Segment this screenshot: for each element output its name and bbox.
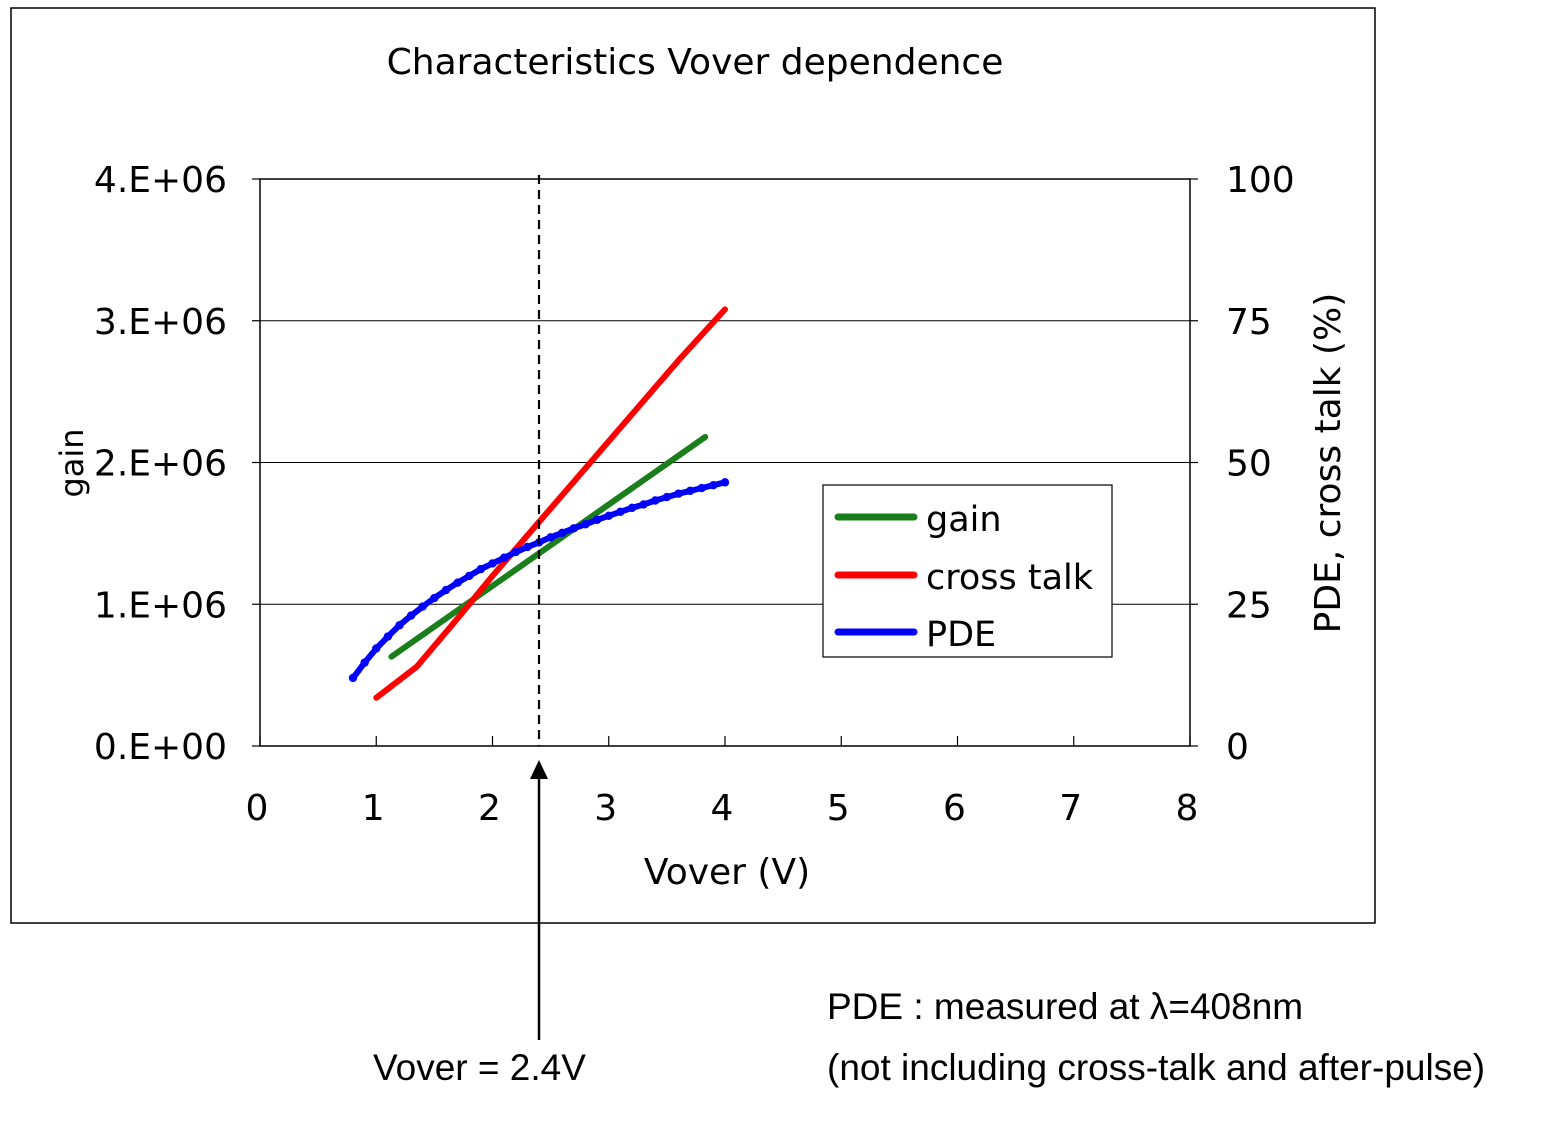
y2-tick-label: 25 — [1226, 585, 1272, 626]
data-point-pde — [651, 496, 660, 505]
data-point-pde — [488, 559, 497, 568]
y-tick-label: 4.E+06 — [94, 160, 227, 201]
data-point-pde — [627, 503, 637, 513]
data-point-pde — [465, 571, 474, 581]
y-axis-ticks: 0.E+00 1.E+06 2.E+06 3.E+06 4.E+06 — [94, 160, 260, 768]
data-point-pde — [662, 492, 672, 502]
data-point-pde — [592, 515, 602, 524]
data-point-pde — [639, 500, 648, 509]
data-point-pde — [430, 593, 439, 603]
data-point-pde — [720, 478, 730, 487]
y2-tick-label: 100 — [1226, 160, 1295, 201]
data-point-pde — [360, 658, 369, 667]
data-point-pde — [709, 480, 718, 490]
vover-annotation: Vover = 2.4V — [373, 1047, 586, 1088]
data-point-pde — [441, 585, 451, 595]
vover-arrow — [530, 760, 548, 1040]
y-tick-label: 0.E+00 — [94, 727, 227, 768]
y-tick-label: 1.E+06 — [94, 585, 227, 626]
data-point-pde — [418, 602, 427, 611]
data-point-pde — [581, 520, 590, 529]
data-point-pde — [604, 511, 613, 520]
pde-note-line-1: PDE : measured at λ=408nm — [827, 986, 1304, 1027]
data-point-pde — [511, 547, 520, 557]
data-point-pde — [546, 533, 555, 542]
legend-label-pde: PDE — [926, 615, 996, 655]
legend-label-gain: gain — [926, 500, 1002, 540]
data-point-pde — [523, 542, 532, 552]
data-point-pde — [453, 578, 462, 587]
y2-axis-label: PDE, cross talk (%) — [1308, 293, 1349, 634]
data-point-pde — [569, 524, 579, 533]
x-tick-label: 5 — [827, 788, 850, 829]
y2-tick-label: 50 — [1226, 444, 1272, 485]
data-point-pde — [697, 483, 706, 493]
data-point-pde — [383, 632, 393, 641]
x-tick-label: 3 — [594, 788, 617, 829]
data-point-pde — [476, 564, 486, 574]
series-line-gain — [388, 434, 709, 660]
x-tick-label: 1 — [362, 788, 385, 829]
y-axis-label: gain — [53, 428, 91, 497]
data-point-pde — [558, 528, 567, 538]
y2-tick-label: 0 — [1226, 727, 1249, 768]
y2-axis-ticks: 0 25 50 75 100 — [1190, 160, 1295, 768]
x-tick-label: 2 — [478, 788, 501, 829]
x-tick-label: 4 — [711, 788, 734, 829]
x-tick-label: 0 — [246, 788, 269, 829]
data-point-pde — [395, 621, 404, 630]
arrow-head — [530, 760, 548, 779]
x-tick-label: 8 — [1176, 788, 1199, 829]
data-point-pde — [616, 507, 625, 517]
data-point-pde — [499, 553, 509, 562]
legend-label-cross-talk: cross talk — [926, 558, 1094, 598]
data-point-pde — [685, 486, 695, 496]
data-point-pde — [406, 611, 416, 620]
pde-note-line-2: (not including cross-talk and after-puls… — [827, 1047, 1486, 1088]
y-tick-label: 2.E+06 — [94, 444, 227, 485]
chart-title: Characteristics Vover dependence — [387, 42, 1004, 83]
chart-frame — [10, 7, 1376, 924]
data-point-pde — [348, 673, 358, 683]
y2-tick-label: 75 — [1226, 302, 1272, 343]
y-tick-label: 3.E+06 — [94, 302, 227, 343]
x-tick-label: 6 — [943, 788, 966, 829]
x-axis-label: Vover (V) — [644, 852, 810, 893]
data-point-pde — [674, 489, 683, 498]
x-tick-label: 7 — [1059, 788, 1082, 829]
legend: gain cross talk PDE — [822, 484, 1113, 658]
x-axis-ticks: 0 1 2 3 4 5 6 7 8 — [246, 736, 1199, 829]
data-point-pde — [372, 644, 381, 653]
